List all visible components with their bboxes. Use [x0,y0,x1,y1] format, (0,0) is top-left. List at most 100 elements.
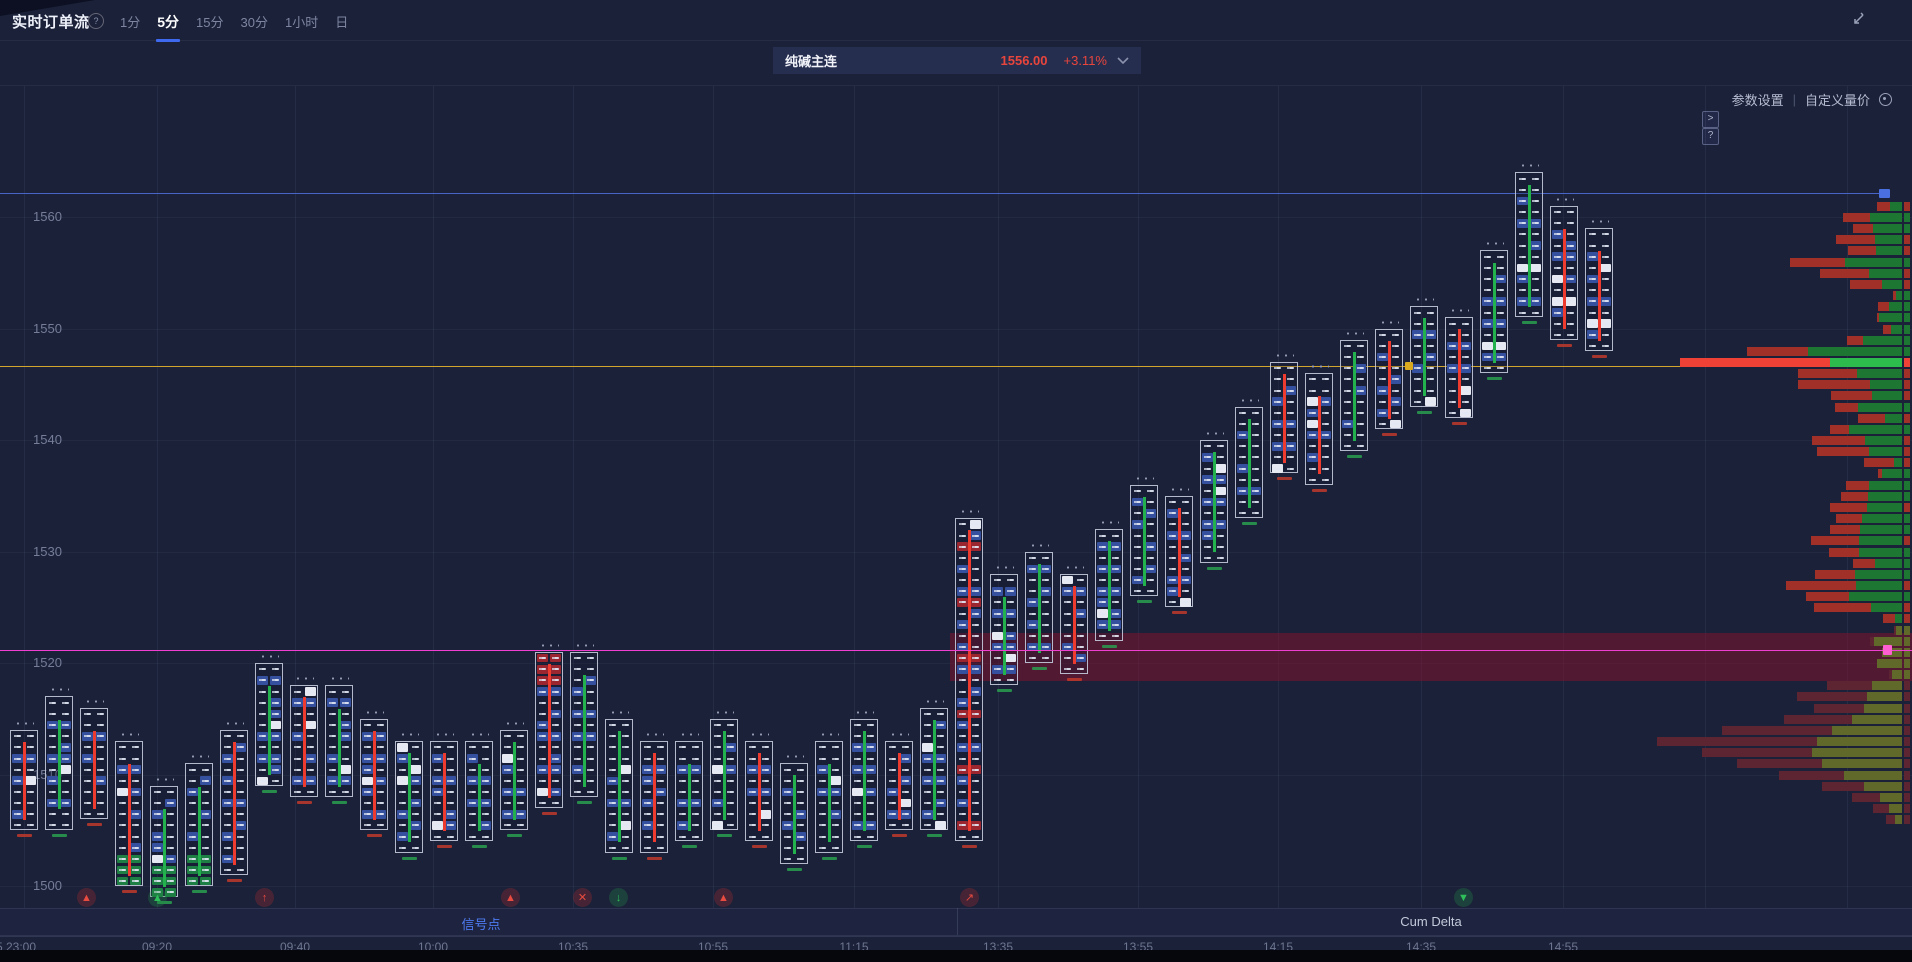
footprint-candle[interactable] [115,741,143,886]
bid-cell [1202,553,1213,563]
ask-cell [1075,598,1086,607]
footprint-candle[interactable] [80,707,108,820]
bid-cell [397,821,408,830]
footprint-candle[interactable] [675,741,703,842]
down-body-line [547,663,551,798]
footprint-candle[interactable] [1305,373,1333,485]
footprint-candle[interactable] [1410,306,1438,407]
expand-panel-button[interactable]: > [1702,111,1719,128]
ask-cell [95,754,106,763]
help-icon[interactable]: ? [88,13,104,29]
panel-help-button[interactable]: ? [1702,128,1719,145]
footprint-candle[interactable] [885,741,913,831]
footprint-candle[interactable] [325,685,353,797]
footprint-candle[interactable] [1235,406,1263,519]
bid-cell [187,776,198,786]
footprint-candle[interactable] [360,718,388,831]
tab-5分[interactable]: 5分 [156,14,180,42]
ask-cell [60,698,71,708]
footprint-candle[interactable] [815,741,843,853]
tab-1分[interactable]: 1分 [120,15,141,30]
bid-cell [47,798,58,808]
footprint-candle[interactable] [920,707,948,831]
tab-30分[interactable]: 30分 [240,15,268,30]
footprint-candle[interactable] [710,718,738,831]
footprint-candle[interactable] [1095,529,1123,641]
footprint-candle[interactable] [1550,205,1578,340]
ask-cell [1005,609,1016,618]
bid-cell [1027,631,1038,641]
vp-buy-bar [1856,580,1902,590]
custom-volume-price-icon[interactable] [1879,93,1892,106]
footprint-candle[interactable] [1340,339,1368,452]
ask-cell [760,821,771,830]
ask-cell [970,731,981,741]
footprint-candle[interactable] [1270,361,1298,474]
ask-cell [690,754,701,763]
ask-cell [1460,408,1471,418]
footprint-candle[interactable] [395,741,423,853]
vp-edge-sliver [1904,603,1910,613]
footprint-candle[interactable] [290,685,318,797]
custom-volume-price-link[interactable]: 自定义量价 [1804,93,1870,108]
vp-sell-bar [1873,803,1889,813]
footprint-candle[interactable] [150,785,178,898]
footprint-candle[interactable] [220,729,248,875]
footprint-candle[interactable] [780,763,808,864]
footprint-candle[interactable] [990,573,1018,686]
footprint-candle[interactable] [430,741,458,842]
footprint-candle[interactable] [1585,228,1613,351]
footprint-candle[interactable] [1025,551,1053,663]
footprint-candle[interactable] [45,696,73,831]
bid-cell [957,609,968,618]
footprint-candle[interactable] [1480,250,1508,374]
footprint-candle[interactable] [465,741,493,842]
vp-sell-bar [1864,458,1894,468]
candle-header-dots [49,688,69,692]
footprint-candle[interactable] [500,729,528,831]
candle-header-dots [1134,476,1154,480]
footprint-candle[interactable] [570,651,598,797]
ask-cell [1495,330,1506,340]
footprint-candle[interactable] [605,718,633,853]
tab-15分[interactable]: 15分 [196,15,224,30]
bid-cell [957,664,968,674]
symbol-selector[interactable]: 纯碱主连 1556.00 +3.11% [773,47,1141,74]
ask-cell [165,787,176,797]
footprint-candle[interactable] [955,518,983,842]
footprint-candle[interactable] [1200,440,1228,563]
bid-cell [1377,419,1388,429]
tab-日[interactable]: 日 [335,15,349,30]
footprint-candle[interactable] [1445,317,1473,418]
tab-1小时[interactable]: 1小时 [284,15,319,30]
footprint-candle[interactable] [745,741,773,842]
vp-edge-sliver [1904,703,1910,713]
footprint-candle[interactable] [255,663,283,786]
bid-cell [642,754,653,763]
footprint-candle[interactable] [850,718,878,842]
footprint-candle[interactable] [1130,484,1158,597]
signal-points-label[interactable]: 信号点 [461,917,501,932]
ask-cell [1495,285,1506,295]
ask-cell [1390,363,1401,373]
footprint-candle[interactable] [535,651,563,808]
footprint-candle[interactable] [1060,573,1088,675]
chevron-down-icon[interactable] [1117,53,1129,68]
cum-delta-label[interactable]: Cum Delta [1400,914,1462,929]
collapse-icon[interactable] [1849,11,1867,29]
down-body-line [1597,251,1601,341]
footprint-candle[interactable] [10,729,38,831]
settings-link[interactable]: 参数设置 [1731,93,1784,108]
ask-cell [1250,475,1261,485]
ask-cell [1390,408,1401,418]
footprint-candle[interactable] [640,741,668,853]
footprint-candle[interactable] [185,763,213,886]
footprint-candle[interactable] [1165,495,1193,608]
candle-delta-label [1067,678,1082,682]
footprint-candle[interactable] [1375,328,1403,429]
bid-cell [782,765,793,774]
footprint-candle[interactable] [1515,172,1543,318]
bid-cell [187,843,198,853]
vp-sell-bar [1878,469,1882,479]
